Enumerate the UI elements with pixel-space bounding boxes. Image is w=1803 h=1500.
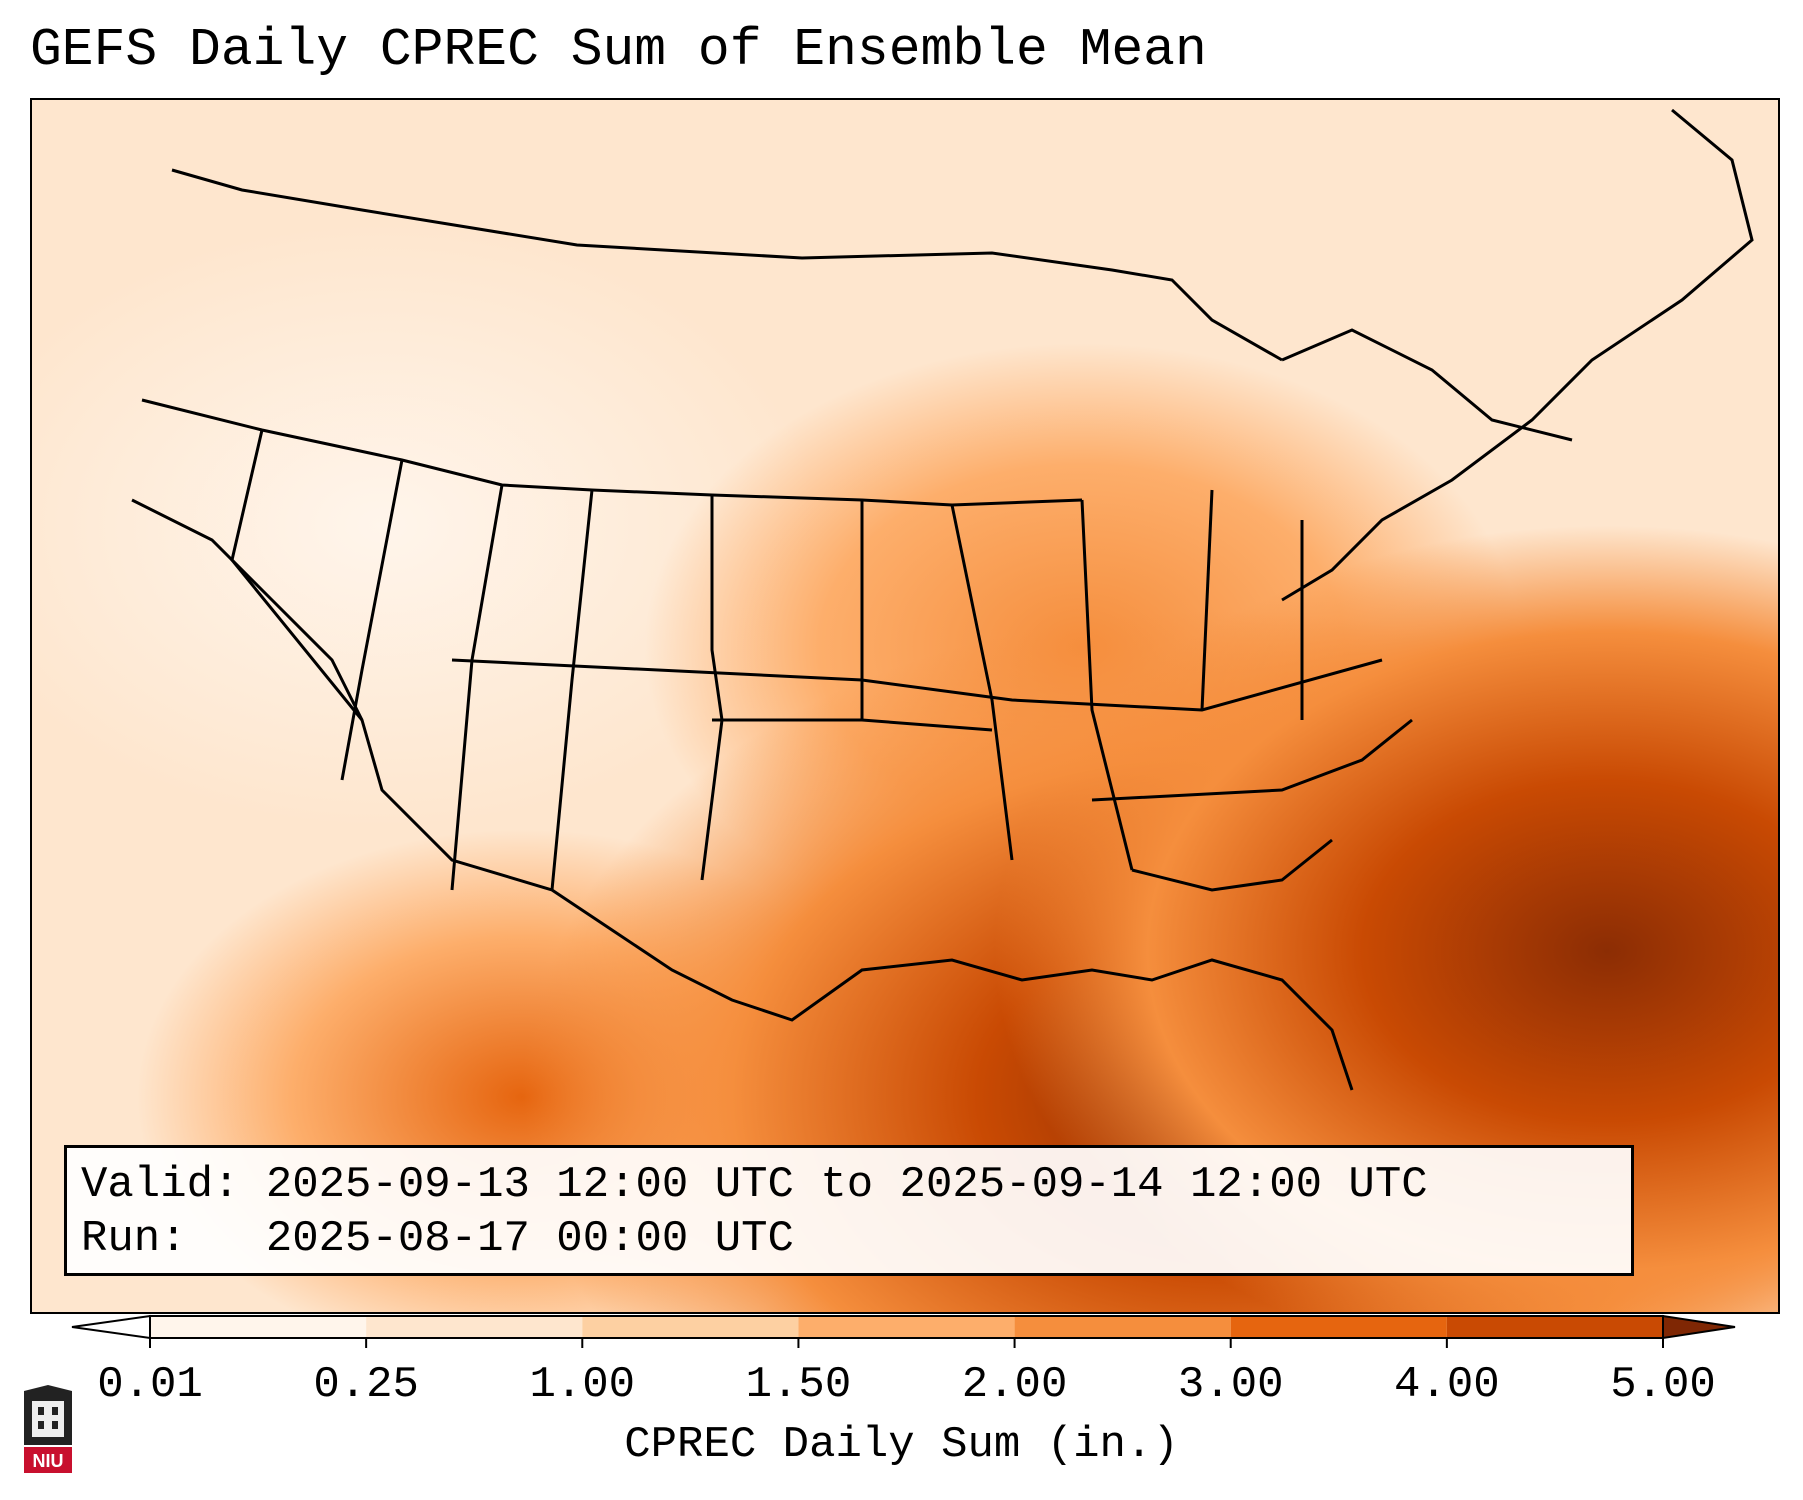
svg-text:NIU: NIU [33, 1451, 64, 1471]
colorbar-tick-label: 2.00 [961, 1360, 1068, 1410]
colorbar-label: CPREC Daily Sum (in.) [624, 1420, 1179, 1470]
colorbar-under-arrow [71, 1314, 151, 1340]
info-box: Valid: 2025-09-13 12:00 UTC to 2025-09-1… [64, 1145, 1634, 1276]
colorbar-segment [366, 1316, 583, 1338]
niu-logo: NIU [20, 1385, 76, 1480]
colorbar-tick-label: 5.00 [1610, 1360, 1716, 1410]
colorbar-segment [1014, 1316, 1231, 1338]
colorbar-segment [150, 1316, 367, 1338]
precip-field [32, 100, 1778, 1312]
colorbar-outline [149, 1315, 1664, 1339]
colorbar-tick-label: 4.00 [1394, 1360, 1500, 1410]
run-label: Run: [81, 1214, 187, 1264]
run-value: 2025-08-17 00:00 UTC [265, 1214, 794, 1264]
valid-label: Valid: [81, 1160, 240, 1210]
map-canvas [32, 100, 1778, 1312]
precipitation-map [30, 98, 1780, 1314]
colorbar-over-arrow [1662, 1314, 1736, 1340]
map-title: GEFS Daily CPREC Sum of Ensemble Mean [30, 20, 1207, 80]
valid-value: 2025-09-13 12:00 UTC to 2025-09-14 12:00… [265, 1160, 1428, 1210]
colorbar-tick-label: 1.00 [529, 1360, 636, 1410]
colorbar-tick-label: 1.50 [745, 1360, 852, 1410]
colorbar-segment [798, 1316, 1015, 1338]
colorbar-segment [582, 1316, 799, 1338]
colorbar-segment [1230, 1316, 1447, 1338]
colorbar-tick-label: 0.25 [313, 1360, 419, 1410]
colorbar-segment [1446, 1316, 1663, 1338]
colorbar-tick-label: 3.00 [1177, 1360, 1284, 1410]
colorbar-tick-label: 0.01 [97, 1360, 203, 1410]
state-borders [131, 108, 1754, 1091]
